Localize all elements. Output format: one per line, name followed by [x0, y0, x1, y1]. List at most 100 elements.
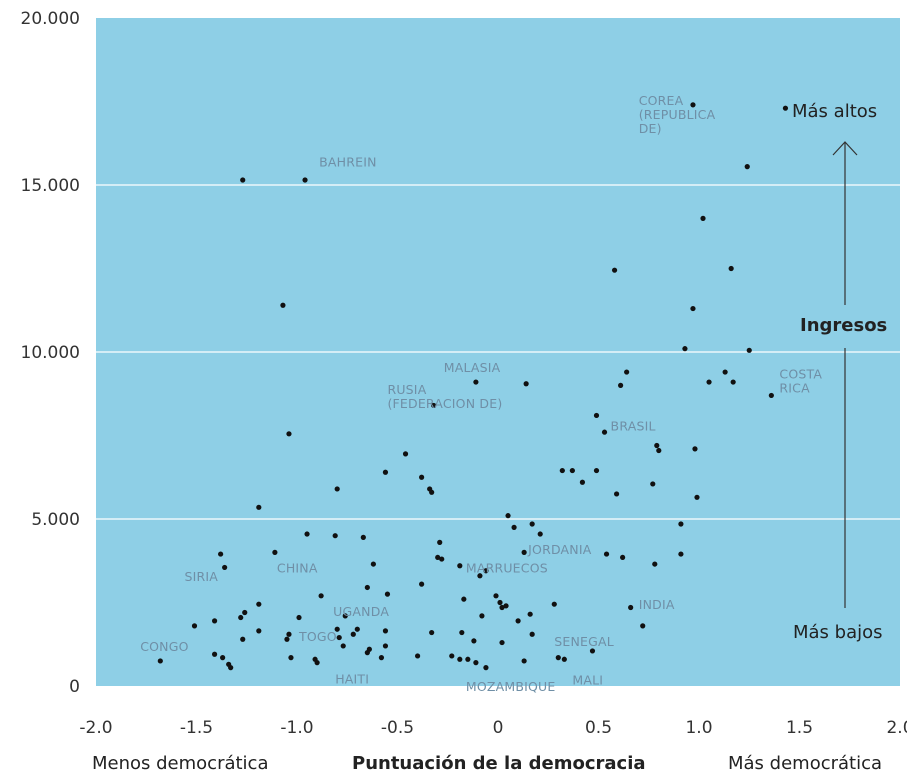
data-points: [157, 102, 789, 671]
data-point: [364, 584, 370, 591]
data-point: [402, 451, 409, 457]
y-axis-ticks: 0 5.000 10.000 15.000 20.000: [21, 9, 80, 697]
data-point: [384, 591, 391, 597]
data-point: [286, 631, 292, 637]
y-tick-label: 10.000: [21, 343, 80, 363]
country-label-line: BRASIL: [611, 418, 656, 433]
data-point: [220, 655, 226, 661]
country-label: TOGO: [298, 629, 337, 644]
country-label: CONGO: [140, 639, 188, 654]
data-point: [529, 521, 535, 527]
data-point: [471, 638, 477, 644]
country-label: MALI: [572, 672, 603, 687]
data-point: [288, 655, 294, 661]
x-tick-label: 0.5: [585, 718, 612, 738]
country-label-line: (REPUBLICA: [639, 107, 716, 122]
data-point: [640, 623, 646, 629]
country-label-line: JORDANIA: [527, 542, 592, 557]
country-label-line: INDIA: [639, 597, 675, 612]
country-label: UGANDA: [333, 604, 389, 619]
arrow-up-icon: [832, 141, 858, 156]
country-label: COSTA RICA: [779, 367, 822, 396]
country-label-line: RICA: [779, 381, 810, 396]
country-label: MOZAMBIQUE: [466, 679, 556, 694]
data-point: [272, 549, 278, 556]
country-label-line: BAHREIN: [319, 155, 377, 170]
data-point: [611, 267, 618, 273]
country-label: SENEGAL: [554, 634, 614, 649]
x-tick-label: -2.0: [79, 718, 112, 738]
data-point: [228, 665, 234, 671]
country-label-line: CHINA: [277, 560, 318, 575]
country-label-line: COREA: [639, 93, 684, 108]
data-point: [483, 665, 489, 671]
data-point: [378, 655, 385, 661]
country-label: RUSIA (FEDERACION DE): [387, 382, 502, 411]
data-point: [555, 655, 561, 661]
data-point: [431, 402, 437, 409]
data-point: [382, 643, 389, 649]
country-label: INDIA: [639, 597, 675, 612]
data-point: [746, 347, 752, 353]
data-point: [521, 549, 527, 556]
country-label-line: MALASIA: [444, 360, 501, 375]
data-point: [497, 599, 503, 606]
data-point: [334, 626, 340, 632]
data-point: [286, 431, 292, 437]
data-point: [439, 556, 445, 562]
data-point: [314, 660, 320, 666]
data-point: [370, 561, 376, 567]
data-point: [256, 628, 262, 634]
data-point: [656, 447, 662, 454]
country-label: CHINA: [277, 560, 318, 575]
data-point: [473, 379, 479, 385]
data-point: [744, 164, 750, 170]
y-axis-label: Ingresos: [800, 315, 887, 336]
data-point: [493, 593, 499, 599]
y-tick-label: 20.000: [21, 9, 80, 29]
data-point: [579, 479, 586, 485]
country-label-line: MARRUECOS: [466, 560, 548, 575]
data-point: [284, 636, 290, 642]
country-label: HAITI: [335, 671, 369, 686]
data-point: [499, 639, 505, 646]
x-tick-label: 1.5: [786, 718, 813, 738]
x-right-label: Más democrática: [728, 753, 882, 774]
data-point: [613, 491, 620, 497]
data-point: [730, 379, 736, 385]
country-label-line: SENEGAL: [554, 634, 614, 649]
data-point: [537, 531, 543, 537]
data-point: [652, 561, 658, 567]
data-point: [238, 614, 244, 621]
data-point: [360, 534, 366, 540]
data-point: [569, 467, 575, 474]
data-point: [559, 467, 565, 474]
data-point: [340, 643, 346, 649]
data-point: [415, 653, 421, 659]
data-point: [342, 613, 348, 619]
country-labels: COREA (REPUBLICA DE) BAHREIN MALASIA RUSIA (FE…: [140, 93, 822, 694]
data-point: [503, 603, 509, 609]
country-label: COREA (REPUBLICA DE): [639, 93, 716, 136]
country-label: SIRIA: [184, 569, 218, 584]
country-label-line: (FEDERACION DE): [387, 396, 502, 411]
data-point: [782, 105, 789, 111]
data-point: [461, 596, 467, 602]
data-point: [690, 102, 696, 108]
data-point: [429, 489, 435, 495]
x-tick-label: 0: [493, 718, 504, 738]
data-point: [521, 658, 527, 664]
x-tick-label: -1.5: [180, 718, 213, 738]
data-point: [218, 551, 224, 557]
data-point: [240, 177, 246, 183]
data-point: [334, 486, 340, 492]
country-label: MARRUECOS: [466, 560, 548, 575]
data-point: [628, 604, 634, 611]
country-label-line: COSTA: [779, 367, 822, 382]
country-label-line: UGANDA: [333, 604, 389, 619]
data-point: [354, 626, 360, 632]
data-point: [527, 611, 533, 617]
data-point: [624, 369, 630, 375]
data-point: [523, 381, 529, 387]
data-point: [429, 629, 435, 636]
